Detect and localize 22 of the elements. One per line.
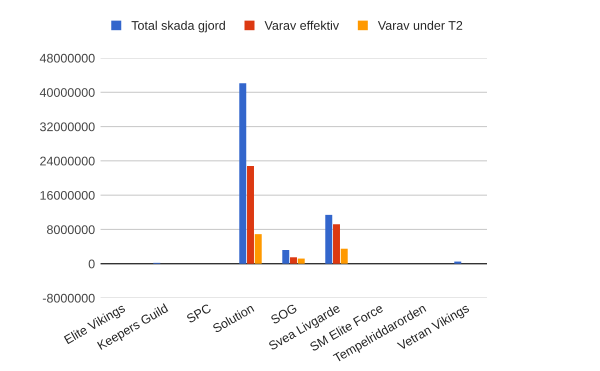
y-tick-label: 32000000 — [40, 122, 95, 132]
legend-label: Varav under T2 — [378, 20, 462, 30]
x-tick-label: SPC — [186, 303, 212, 324]
y-tick-label: 16000000 — [40, 190, 95, 200]
y-tick-label: 48000000 — [40, 54, 95, 63]
y-tick-label: -8000000 — [42, 294, 95, 303]
bar — [325, 214, 332, 264]
legend-label: Total skada gjord — [132, 20, 225, 32]
bar — [254, 234, 262, 264]
bar — [333, 224, 340, 264]
bar — [282, 250, 290, 264]
y-tick-label: 8000000 — [47, 225, 95, 234]
bar — [239, 83, 246, 264]
x-tick-label: SOG — [270, 304, 298, 324]
y-tick-label: 0 — [88, 260, 95, 268]
bar — [298, 258, 305, 264]
y-tick-label: 24000000 — [40, 156, 95, 166]
bar — [247, 166, 254, 264]
legend-label: Varav effektiv — [264, 20, 340, 30]
y-tick-label: 40000000 — [40, 88, 95, 97]
bar — [290, 257, 297, 264]
bar — [340, 248, 348, 264]
